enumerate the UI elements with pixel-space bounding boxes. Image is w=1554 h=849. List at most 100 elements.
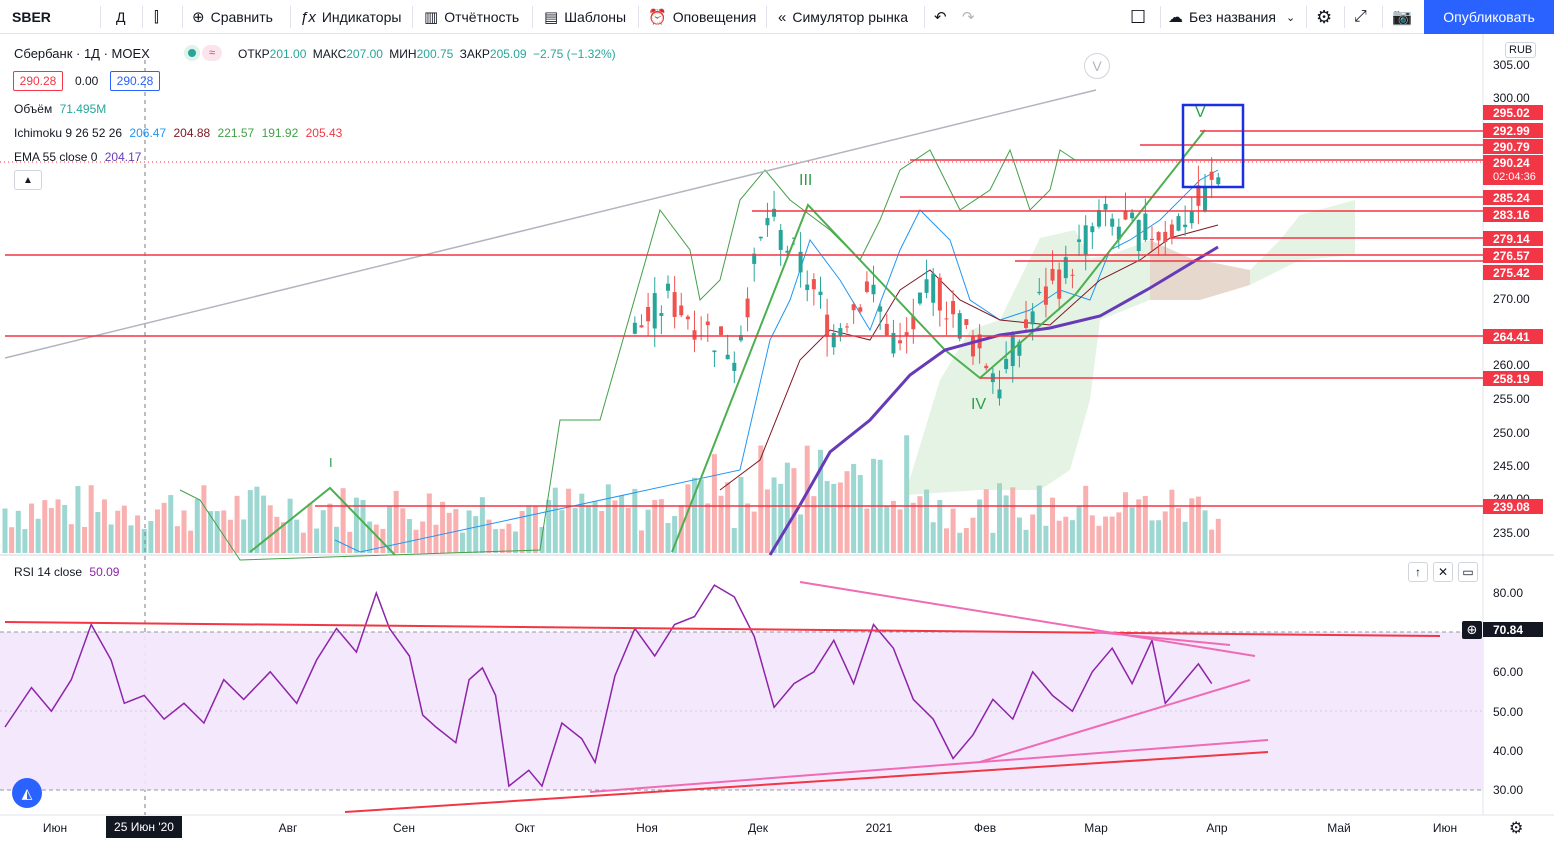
candle-body [984,365,989,369]
chart-title: Сбербанк · 1Д · MOEX [14,46,150,61]
horizontal-levels [5,130,1483,507]
currency-label[interactable]: RUB [1505,42,1537,58]
volume-bar [254,486,260,553]
alerts-button[interactable]: ⏰ Оповещения [648,0,756,34]
publish-button[interactable]: Опубликовать [1424,0,1554,34]
candle-body [838,328,843,337]
candle-body [1116,226,1121,240]
bid-price[interactable]: 290.28 [13,71,63,91]
compare-button[interactable]: ⊕ Сравнить [192,0,273,34]
level-label: 290.79 [1483,139,1543,154]
indicators-button[interactable]: ƒx Индикаторы [300,0,401,34]
volume-bar [459,532,465,553]
candle-body [639,325,644,328]
volume-bar [413,529,419,553]
close-pane-button[interactable]: ✕ [1433,562,1453,582]
undo-button[interactable]: ↶ [934,0,953,34]
collapse-legend-button[interactable]: ▲ [14,170,42,190]
price-chart[interactable] [0,34,1554,849]
volume-bar [29,503,35,553]
volume-bar [168,495,174,553]
volume-bar [82,526,88,553]
volume-bar [1156,520,1162,553]
candle-body [1123,211,1128,220]
move-pane-up-button[interactable]: ↑ [1408,562,1428,582]
volume-bar [711,454,717,553]
elliott-wave-lines [249,486,396,556]
volume-bar [1003,495,1009,553]
volume-bar [970,517,976,553]
trend-line-grey [4,89,1097,359]
redo-button[interactable]: ↷ [962,0,981,34]
volume-label: Объём [14,102,53,116]
ask-price[interactable]: 290.28 [110,71,160,91]
fullscreen-button[interactable]: ⤢ [1354,0,1373,34]
volume-bar [738,476,744,553]
candle-body [911,316,916,330]
volume-bar [22,529,28,553]
volume-bar [327,503,333,553]
volume-bar [718,495,724,553]
volume-bar [499,528,505,553]
volume-bar [101,499,107,553]
candle-body [659,313,664,316]
volume-bar [1182,521,1188,553]
divider [412,6,413,28]
chart-type-button[interactable]: ⫿ [154,0,165,34]
volume-bar [15,510,21,553]
volume-bar [751,511,757,553]
layout-toggle-button[interactable]: ☐ [1130,0,1152,34]
volume-bar [2,508,8,553]
axis-settings-gear-icon[interactable]: ⚙ [1509,820,1524,837]
symbol-search[interactable]: SBER [12,0,51,34]
volume-bar [1089,515,1095,553]
time-tick: Июн [1432,821,1458,835]
candle-body [845,326,850,328]
candle-body [917,292,922,304]
volume-bar [320,510,326,553]
tradingview-logo-icon[interactable]: ◭ [12,778,42,808]
candle-body [1163,231,1168,242]
candle-body [1017,341,1022,356]
compare-label: Сравнить [210,9,273,25]
level-label: 292.99 [1483,123,1543,138]
volume-bar [380,528,386,553]
candle-body [1209,171,1214,180]
volume-bar [1129,507,1135,553]
ema-legend: EMA 55 close 0 204.17 [14,150,141,164]
candle-body [1024,319,1029,328]
candle-body [646,306,651,322]
divider [290,6,291,28]
candle-body [1176,216,1181,231]
wave-v-marker[interactable]: V [1084,53,1110,79]
settings-button[interactable]: ⚙ [1316,0,1338,34]
templates-button[interactable]: ▤ Шаблоны [544,0,626,34]
volume-bar [267,505,273,553]
snapshot-button[interactable]: 📷 [1392,0,1418,34]
volume-bar [652,500,658,553]
volume-bar [479,497,485,553]
candle-body [1196,185,1201,206]
volume-bar [824,481,830,553]
financials-button[interactable]: ▥ Отчётность [424,0,519,34]
volume-bar [665,522,671,553]
chevron-down-icon: ⌄ [1285,11,1296,24]
add-alert-plus-icon[interactable]: ⊕ [1462,621,1482,639]
volume-bar [997,483,1002,553]
volume-bar [552,487,558,553]
delayed-data-icon: ≈ [202,45,222,61]
candle-body [1050,268,1055,281]
volume-bar [1195,496,1201,553]
interval-button[interactable]: Д [116,0,125,34]
volume-bar [287,498,293,553]
layout-name-button[interactable]: ☁ Без названия ⌄ [1168,0,1295,34]
replay-button[interactable]: « Симулятор рынка [778,0,908,34]
candle-body [997,389,1002,399]
divider [182,6,183,28]
volume-bar [851,463,857,553]
ema-value: 204.17 [104,150,142,164]
maximize-pane-button[interactable]: ▭ [1458,562,1478,582]
volume-bar [784,462,790,553]
volume-bar [1083,485,1089,553]
level-label: 275.42 [1483,265,1543,280]
